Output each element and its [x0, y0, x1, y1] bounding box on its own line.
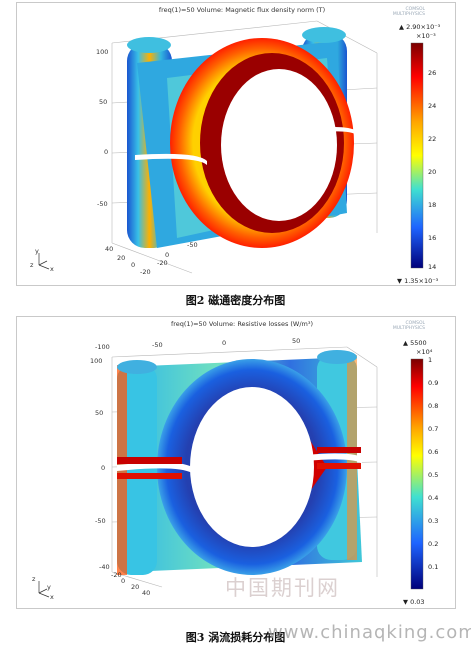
resistive-losses-plot [38, 346, 424, 598]
colorbar-tick: 0.3 [428, 517, 439, 525]
axis-tick-label: 0 [222, 339, 227, 347]
axis-tick-label: 20 [131, 583, 140, 591]
triad-label: x [50, 265, 54, 273]
axis-tick-label: 0 [131, 261, 136, 269]
colorbar-tick: 0.4 [428, 494, 439, 502]
axis-tick-label: 40 [142, 589, 151, 597]
plot-title: freq(1)=50 Volume: Resistive losses (W/m… [170, 320, 314, 328]
axis-tick-label: -40 [99, 563, 110, 571]
figure-panel-flux-density: freq(1)=50 Volume: Magnetic flux density… [16, 2, 456, 286]
watermark-site-name: 中国期刊网 [225, 576, 340, 600]
colorbar-tick: 0.2 [428, 540, 439, 548]
axis-tick-label: -50 [152, 341, 163, 349]
colorbar-max: ▲ 5500 [403, 339, 427, 347]
axis-tick-label: 100 [90, 357, 103, 365]
colorbar-tick: 0.1 [428, 563, 439, 571]
axis-tick-label: -50 [97, 200, 108, 208]
axis-tick-label: 50 [95, 409, 104, 417]
colorbar-max: ▲ 2.90×10⁻³ [399, 23, 441, 31]
figure-caption: 图3 涡流损耗分布图 [185, 631, 286, 644]
axis-tick-label: -50 [187, 241, 198, 249]
triad-label: y [47, 583, 51, 591]
axis-tick-label: 50 [99, 98, 108, 106]
axis-tick-label: -20 [157, 259, 168, 267]
colorbar-tick: 0.8 [428, 402, 439, 410]
colorbar-tick: 18 [428, 201, 437, 209]
axis-tick-label: 40 [105, 245, 114, 253]
colorbar-tick: 0.6 [428, 448, 439, 456]
colorbar-min: ▼ 0.03 [403, 598, 425, 606]
comsol-logo: COMSOL MULTIPHYSICS [392, 7, 425, 17]
colorbar [410, 42, 424, 269]
axis-triad-icon [38, 581, 50, 598]
colorbar-tick: 20 [428, 168, 437, 176]
axis-tick-label: -20 [140, 268, 151, 276]
axis-tick-label: -50 [95, 517, 106, 525]
figure-caption: 图2 磁通密度分布图 [185, 294, 286, 307]
axis-triad-icon [38, 253, 50, 270]
plot-title: freq(1)=50 Volume: Magnetic flux density… [158, 6, 326, 14]
colorbar-tick: 0.5 [428, 471, 439, 479]
colorbar-tick: 22 [428, 135, 437, 143]
axis-tick-label: 0 [104, 148, 109, 156]
colorbar-tick: 14 [428, 263, 437, 271]
axis-tick-label: 20 [117, 254, 126, 262]
watermark-url: www.chinaqking.com [268, 622, 471, 643]
colorbar-tick: 0.7 [428, 425, 439, 433]
axis-tick-label: 0 [121, 577, 126, 585]
axis-tick-label: 0 [101, 464, 106, 472]
colorbar-tick: 16 [428, 234, 437, 242]
triad-label: x [50, 593, 54, 601]
triad-label: y [35, 247, 39, 255]
axis-tick-label: 50 [292, 337, 301, 345]
axis-tick-label: 0 [165, 251, 170, 259]
axis-tick-label: -100 [95, 343, 110, 351]
triad-label: z [32, 575, 36, 583]
colorbar-exponent: ×10⁻³ [416, 32, 436, 40]
colorbar-exponent: ×10⁴ [416, 348, 433, 356]
colorbar-min: ▼ 1.35×10⁻³ [397, 277, 439, 285]
flux-density-plot [38, 20, 424, 274]
colorbar-tick: 24 [428, 102, 437, 110]
triad-label: z [30, 261, 34, 269]
axis-tick-label: -20 [111, 571, 122, 579]
figure-panel-resistive-losses: freq(1)=50 Volume: Resistive losses (W/m… [16, 316, 456, 609]
colorbar-tick: 26 [428, 69, 437, 77]
colorbar [410, 358, 424, 590]
colorbar-tick: 0.9 [428, 379, 439, 387]
comsol-logo: COMSOL MULTIPHYSICS [392, 321, 425, 331]
axis-tick-label: 100 [96, 48, 109, 56]
colorbar-tick: 1 [428, 356, 433, 364]
